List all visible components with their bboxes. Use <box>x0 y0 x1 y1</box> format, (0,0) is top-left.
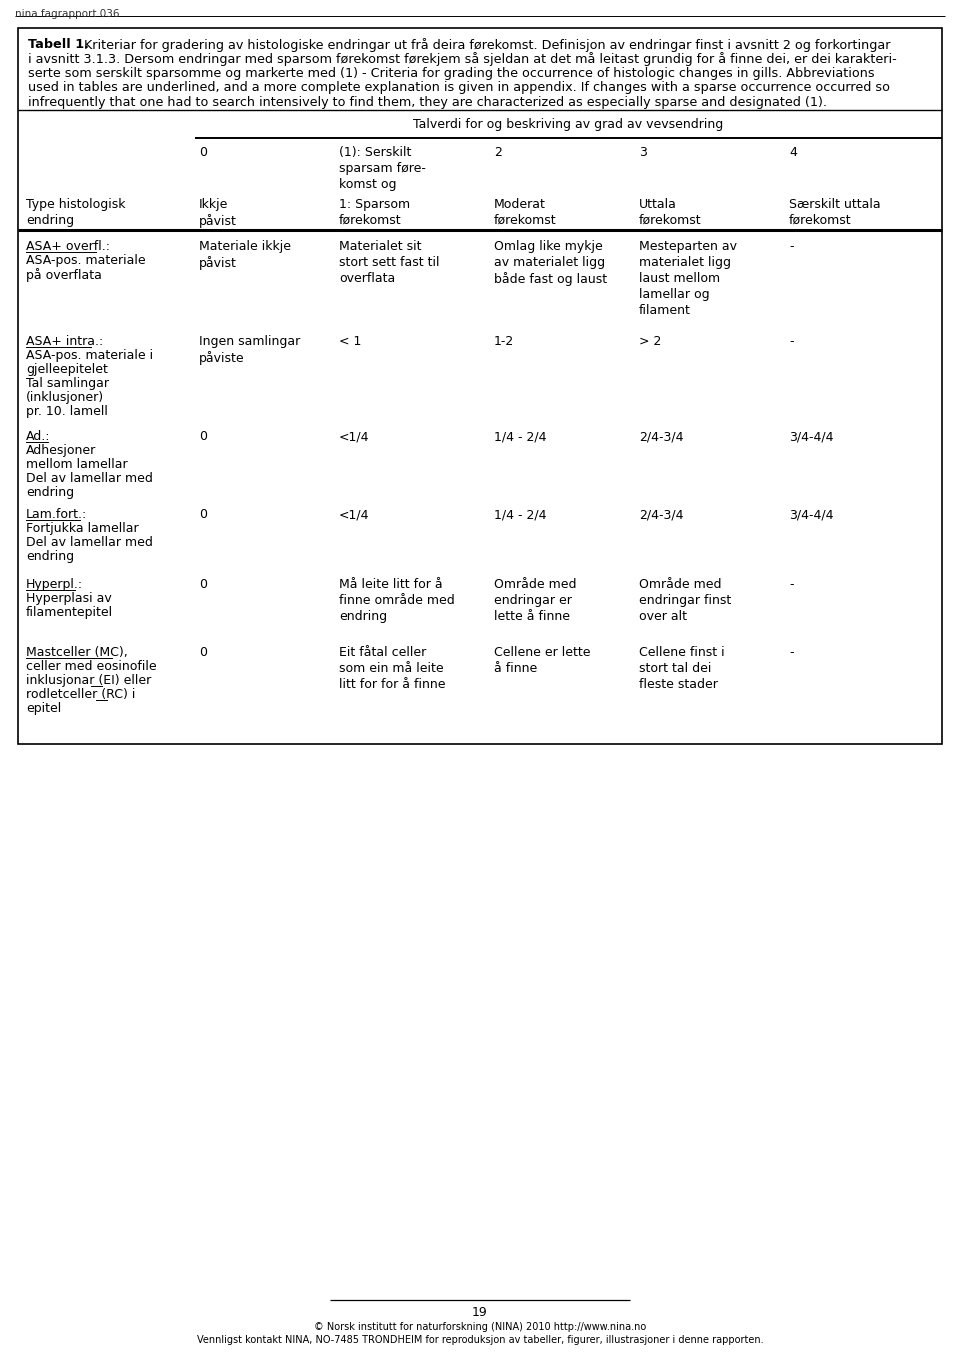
Text: gjelleepitelet: gjelleepitelet <box>26 363 108 375</box>
Text: 1/4 - 2/4: 1/4 - 2/4 <box>494 430 546 444</box>
Text: 1-2: 1-2 <box>494 334 515 348</box>
Text: Del av lamellar med: Del av lamellar med <box>26 472 153 485</box>
Text: Ad.:: Ad.: <box>26 430 51 444</box>
Text: Del av lamellar med: Del av lamellar med <box>26 536 153 549</box>
Text: Tal samlingar: Tal samlingar <box>26 377 109 390</box>
Text: 4: 4 <box>789 146 797 158</box>
Text: 2: 2 <box>494 146 502 158</box>
Text: 0: 0 <box>199 146 207 158</box>
Text: 2/4-3/4: 2/4-3/4 <box>639 508 684 521</box>
Text: 0: 0 <box>199 577 207 591</box>
Text: ASA+ overfl.:: ASA+ overfl.: <box>26 240 110 253</box>
Text: 1: Sparsom
førekomst: 1: Sparsom førekomst <box>339 198 410 227</box>
Bar <box>18 29 942 744</box>
Text: Lam.fort.:: Lam.fort.: <box>26 508 87 521</box>
Text: Hyperpl.:: Hyperpl.: <box>26 577 84 591</box>
Text: endring: endring <box>26 486 74 500</box>
Text: 19: 19 <box>472 1306 488 1319</box>
Text: Ikkje
påvist: Ikkje påvist <box>199 198 237 228</box>
Text: på overflata: på overflata <box>26 268 102 283</box>
Text: (inklusjoner): (inklusjoner) <box>26 390 104 404</box>
Text: 0: 0 <box>199 430 207 444</box>
Text: > 2: > 2 <box>639 334 661 348</box>
Text: 2/4-3/4: 2/4-3/4 <box>639 430 684 444</box>
Text: rodletceller (RC) i: rodletceller (RC) i <box>26 688 135 702</box>
Text: i avsnitt 3.1.3. Dersom endringar med sparsom førekomst førekjem så sjeldan at d: i avsnitt 3.1.3. Dersom endringar med sp… <box>28 52 897 67</box>
Text: serte som serskilt sparsomme og markerte med (1) - Criteria for grading the occu: serte som serskilt sparsomme og markerte… <box>28 67 875 81</box>
Text: Uttala
førekomst: Uttala førekomst <box>639 198 702 227</box>
Text: 0: 0 <box>199 508 207 521</box>
Text: < 1: < 1 <box>339 334 361 348</box>
Text: used in tables are underlined, and a more complete explanation is given in appen: used in tables are underlined, and a mor… <box>28 82 890 94</box>
Text: mellom lamellar: mellom lamellar <box>26 459 128 471</box>
Text: Område med
endringar er
lette å finne: Område med endringar er lette å finne <box>494 577 577 622</box>
Text: Må leite litt for å
finne område med
endring: Må leite litt for å finne område med end… <box>339 577 455 622</box>
Text: nina fagrapport 036: nina fagrapport 036 <box>15 10 119 19</box>
Text: <1/4: <1/4 <box>339 508 370 521</box>
Text: 3: 3 <box>639 146 647 158</box>
Text: ASA+ intra.:: ASA+ intra.: <box>26 334 104 348</box>
Text: Materialet sit
stort sett fast til
overflata: Materialet sit stort sett fast til overf… <box>339 240 440 285</box>
Text: Eit fåtal celler
som ein må leite
litt for for å finne: Eit fåtal celler som ein må leite litt f… <box>339 646 445 691</box>
Text: Omlag like mykje
av materialet ligg
både fast og laust: Omlag like mykje av materialet ligg både… <box>494 240 607 287</box>
Text: Talverdi for og beskriving av grad av vevsendring: Talverdi for og beskriving av grad av ve… <box>414 117 724 131</box>
Text: Moderat
førekomst: Moderat førekomst <box>494 198 557 227</box>
Text: endring: endring <box>26 550 74 562</box>
Text: Type histologisk
endring: Type histologisk endring <box>26 198 126 227</box>
Text: -: - <box>789 240 794 253</box>
Text: Vennligst kontakt NINA, NO-7485 TRONDHEIM for reproduksjon av tabeller, figurer,: Vennligst kontakt NINA, NO-7485 TRONDHEI… <box>197 1335 763 1345</box>
Text: ASA-pos. materiale: ASA-pos. materiale <box>26 254 146 268</box>
Text: Kriteriar for gradering av histologiske endringar ut frå deira førekomst. Defini: Kriteriar for gradering av histologiske … <box>80 38 891 52</box>
Text: Adhesjoner: Adhesjoner <box>26 444 96 457</box>
Text: -: - <box>789 334 794 348</box>
Text: ASA-pos. materiale i: ASA-pos. materiale i <box>26 349 154 362</box>
Text: Mesteparten av
materialet ligg
laust mellom
lamellar og
filament: Mesteparten av materialet ligg laust mel… <box>639 240 737 317</box>
Text: epitel: epitel <box>26 702 61 715</box>
Text: Materiale ikkje
påvist: Materiale ikkje påvist <box>199 240 291 270</box>
Text: -: - <box>789 577 794 591</box>
Text: Cellene er lette
å finne: Cellene er lette å finne <box>494 646 590 676</box>
Text: Tabell 1.: Tabell 1. <box>28 38 89 51</box>
Text: infrequently that one had to search intensively to find them, they are character: infrequently that one had to search inte… <box>28 96 827 109</box>
Text: Cellene finst i
stort tal dei
fleste stader: Cellene finst i stort tal dei fleste sta… <box>639 646 725 691</box>
Text: Særskilt uttala
førekomst: Særskilt uttala førekomst <box>789 198 880 227</box>
Text: Fortjukka lamellar: Fortjukka lamellar <box>26 521 138 535</box>
Text: 0: 0 <box>199 646 207 659</box>
Text: Hyperplasi av: Hyperplasi av <box>26 592 111 605</box>
Text: Område med
endringar finst
over alt: Område med endringar finst over alt <box>639 577 732 622</box>
Text: 1/4 - 2/4: 1/4 - 2/4 <box>494 508 546 521</box>
Text: filamentepitel: filamentepitel <box>26 606 113 618</box>
Text: 3/4-4/4: 3/4-4/4 <box>789 430 833 444</box>
Text: inklusjonar (EI) eller: inklusjonar (EI) eller <box>26 674 152 687</box>
Text: -: - <box>789 646 794 659</box>
Text: (1): Serskilt
sparsam føre-
komst og: (1): Serskilt sparsam føre- komst og <box>339 146 426 191</box>
Text: Ingen samlingar
påviste: Ingen samlingar påviste <box>199 334 300 366</box>
Text: pr. 10. lamell: pr. 10. lamell <box>26 405 108 418</box>
Text: celler med eosinofile: celler med eosinofile <box>26 661 156 673</box>
Text: Mastceller (MC),: Mastceller (MC), <box>26 646 128 659</box>
Text: <1/4: <1/4 <box>339 430 370 444</box>
Text: 3/4-4/4: 3/4-4/4 <box>789 508 833 521</box>
Text: © Norsk institutt for naturforskning (NINA) 2010 http://www.nina.no: © Norsk institutt for naturforskning (NI… <box>314 1321 646 1332</box>
